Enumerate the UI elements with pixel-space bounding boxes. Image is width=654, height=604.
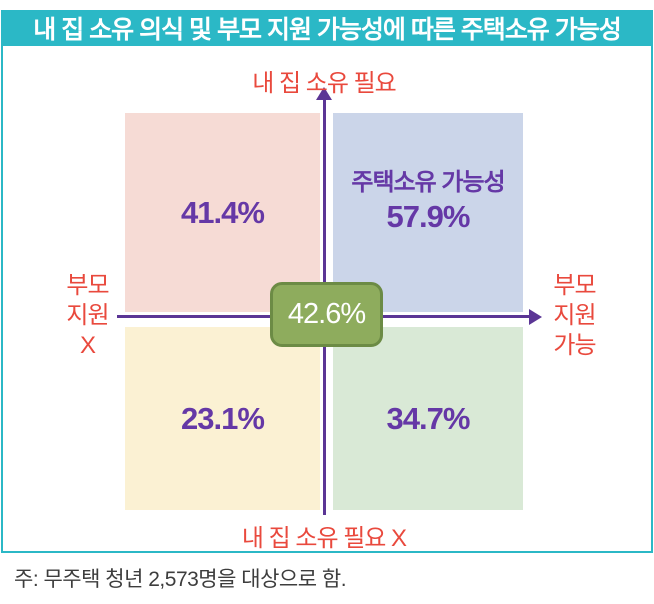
axis-label-right: 부모 지원 가능 [553,272,596,359]
quadrant-top-left: 41.4% [125,113,320,312]
axis-label-top: 내 집 소유 필요 [252,70,396,97]
axis-label-bottom: 내 집 소유 필요 X [241,525,407,552]
up-arrow-icon [316,87,332,100]
axis-label-left: 부모 지원 X [66,272,109,359]
quadrant-bottom-right: 34.7% [333,327,523,510]
quadrant-bottom-left-value: 23.1% [181,400,265,436]
page-title: 내 집 소유 의식 및 부모 지원 가능성에 따른 주택소유 가능성 [33,16,621,44]
quadrant-bottom-right-value: 34.7% [386,400,471,436]
quadrant-top-left-value: 41.4% [181,194,265,230]
chart-frame [1,10,653,553]
right-arrow-icon [529,309,542,325]
quadrant-bottom-left: 23.1% [125,327,320,510]
title-bar: 내 집 소유 의식 및 부모 지원 가능성에 따른 주택소유 가능성 [1,10,653,46]
quadrant-top-right: 주택소유 가능성 57.9% [333,113,523,312]
quadrant-top-right-content: 주택소유 가능성 57.9% [351,162,505,235]
center-value: 42.6% [287,298,366,330]
center-value-badge: 42.6% [270,282,383,347]
quadrant-top-right-value: 57.9% [386,199,471,234]
quadrant-top-right-label: 주택소유 가능성 [351,169,505,196]
footer-note: 주: 무주택 청년 2,573명을 대상으로 함. [14,568,347,591]
